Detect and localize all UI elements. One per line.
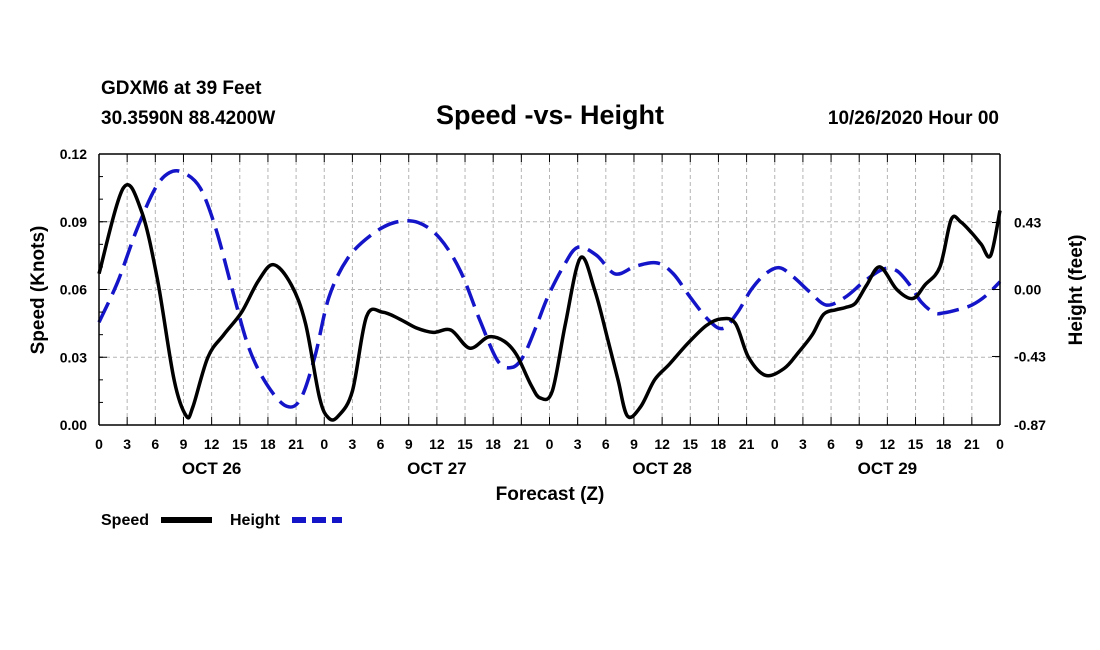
x-tick-label: 9 [405,436,413,452]
day-labels: OCT 26 OCT 27 OCT 28 OCT 29 [182,459,917,478]
x-tick-label: 15 [232,436,248,452]
station-label: GDXM6 at 39 Feet [101,78,262,99]
height-series-line [97,169,1002,409]
legend-height-label: Height [230,512,280,529]
run-date-label: 10/26/2020 Hour 00 [828,108,999,129]
x-tick-label: 3 [123,436,131,452]
x-tick-label: 9 [630,436,638,452]
x-tick-label: 9 [180,436,188,452]
day-label: OCT 28 [632,459,692,478]
x-tick-label: 15 [682,436,698,452]
x-tick-label: 12 [880,436,896,452]
x-tick-label: 3 [349,436,357,452]
x-tick-label: 0 [996,436,1004,452]
legend: Speed Height [101,512,342,529]
grid-lines [99,154,1000,425]
y-tick-label: 0.12 [60,146,87,162]
x-tick-label: 15 [908,436,924,452]
x-tick-label: 6 [151,436,159,452]
y2-tick-label: -0.43 [1014,348,1046,364]
x-tick-label: 9 [855,436,863,452]
x-tick-label: 12 [204,436,220,452]
y-tick-labels: 0.00 0.03 0.06 0.09 0.12 [60,146,87,433]
x-tick-label: 21 [964,436,980,452]
x-tick-label: 6 [602,436,610,452]
x-tick-labels: 0 3 6 9 12 15 18 21 0 3 6 9 12 15 18 21 0 3 6 9 12 15 18 21 0 3 6 9… [95,436,1004,452]
y-tick-label: 0.09 [60,214,87,230]
y-tick-label: 0.03 [60,349,87,365]
x-tick-label: 18 [711,436,727,452]
x-tick-label: 18 [936,436,952,452]
x-tick-label: 3 [799,436,807,452]
day-label: OCT 29 [858,459,918,478]
x-tick-label: 3 [574,436,582,452]
chart-title: Speed -vs- Height [436,100,664,130]
y-tick-label: 0.06 [60,282,87,298]
x-tick-label: 0 [95,436,103,452]
series-layer [97,169,1002,422]
y2-axis-label: Height (feet) [1066,235,1087,346]
y2-tick-label: 0.43 [1014,215,1041,231]
x-tick-label: 6 [377,436,385,452]
legend-speed-label: Speed [101,512,149,529]
day-label: OCT 27 [407,459,467,478]
x-axis-label: Forecast (Z) [496,484,605,505]
x-tick-label: 21 [288,436,304,452]
day-label: OCT 26 [182,459,242,478]
x-tick-label: 12 [429,436,445,452]
x-tick-label: 6 [827,436,835,452]
x-tick-label: 18 [260,436,276,452]
x-tick-label: 15 [457,436,473,452]
y2-tick-labels: -0.87 -0.43 0.00 0.43 [1014,215,1046,433]
x-tick-label: 18 [485,436,501,452]
x-tick-label: 0 [771,436,779,452]
coordinates-label: 30.3590N 88.4200W [101,108,275,129]
speed-series-line [97,183,1002,422]
y-axis-label: Speed (Knots) [28,226,49,355]
y-tick-label: 0.00 [60,417,87,433]
x-tick-label: 21 [739,436,755,452]
x-tick-label: 0 [546,436,554,452]
x-tick-label: 21 [514,436,530,452]
tick-marks [98,153,1001,426]
y2-tick-label: 0.00 [1014,282,1041,298]
x-tick-label: 0 [320,436,328,452]
x-tick-label: 12 [654,436,670,452]
y2-tick-label: -0.87 [1014,417,1046,433]
